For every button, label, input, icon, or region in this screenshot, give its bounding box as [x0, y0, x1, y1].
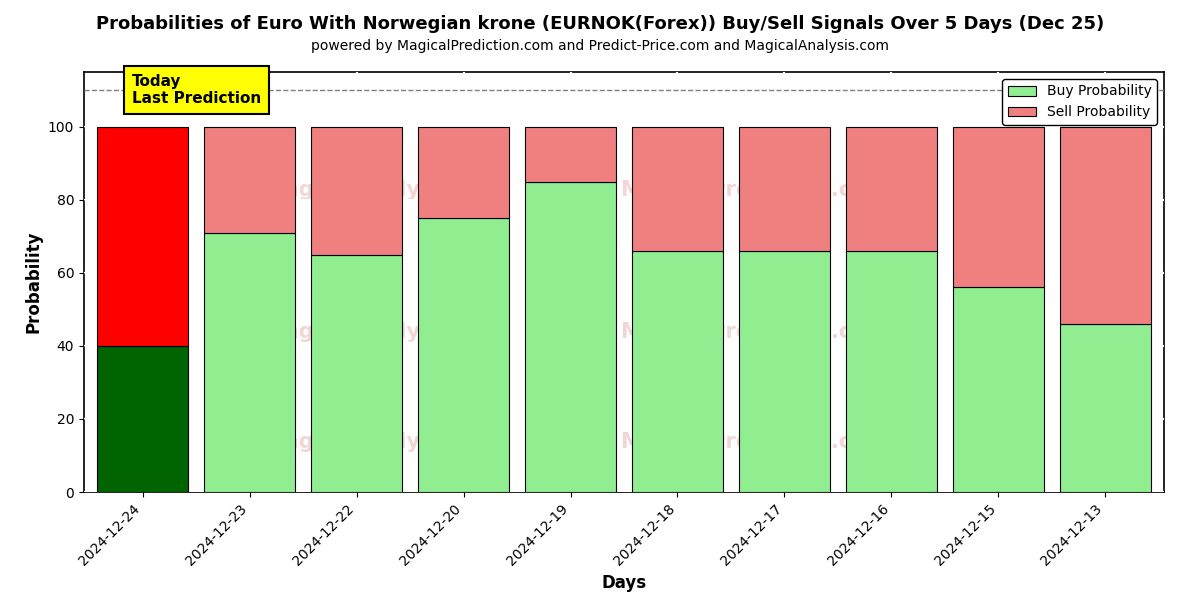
Text: powered by MagicalPrediction.com and Predict-Price.com and MagicalAnalysis.com: powered by MagicalPrediction.com and Pre…	[311, 39, 889, 53]
Bar	[739, 251, 830, 492]
Bar	[311, 127, 402, 254]
Legend: Buy Probability, Sell Probability: Buy Probability, Sell Probability	[1002, 79, 1157, 125]
Text: MagicalAnalysis.com: MagicalAnalysis.com	[264, 322, 509, 343]
Text: MagicalPrediction.com: MagicalPrediction.com	[620, 322, 887, 343]
Bar	[953, 127, 1044, 287]
Bar	[418, 127, 509, 218]
Y-axis label: Probability: Probability	[24, 231, 42, 333]
Bar	[311, 254, 402, 492]
Bar	[953, 287, 1044, 492]
Text: Today
Last Prediction: Today Last Prediction	[132, 74, 262, 106]
Text: MagicalPrediction.com: MagicalPrediction.com	[620, 431, 887, 452]
Bar	[846, 251, 937, 492]
Bar	[97, 127, 188, 346]
Text: MagicalAnalysis.com: MagicalAnalysis.com	[264, 179, 509, 200]
Bar	[204, 233, 295, 492]
X-axis label: Days: Days	[601, 574, 647, 592]
Text: MagicalPrediction.com: MagicalPrediction.com	[620, 179, 887, 200]
Bar	[418, 218, 509, 492]
Bar	[1060, 127, 1151, 324]
Bar	[739, 127, 830, 251]
Bar	[632, 127, 722, 251]
Text: Probabilities of Euro With Norwegian krone (EURNOK(Forex)) Buy/Sell Signals Over: Probabilities of Euro With Norwegian kro…	[96, 15, 1104, 33]
Bar	[1060, 324, 1151, 492]
Bar	[204, 127, 295, 233]
Bar	[632, 251, 722, 492]
Bar	[846, 127, 937, 251]
Bar	[526, 127, 616, 182]
Bar	[97, 346, 188, 492]
Text: MagicalAnalysis.com: MagicalAnalysis.com	[264, 431, 509, 452]
Bar	[526, 182, 616, 492]
